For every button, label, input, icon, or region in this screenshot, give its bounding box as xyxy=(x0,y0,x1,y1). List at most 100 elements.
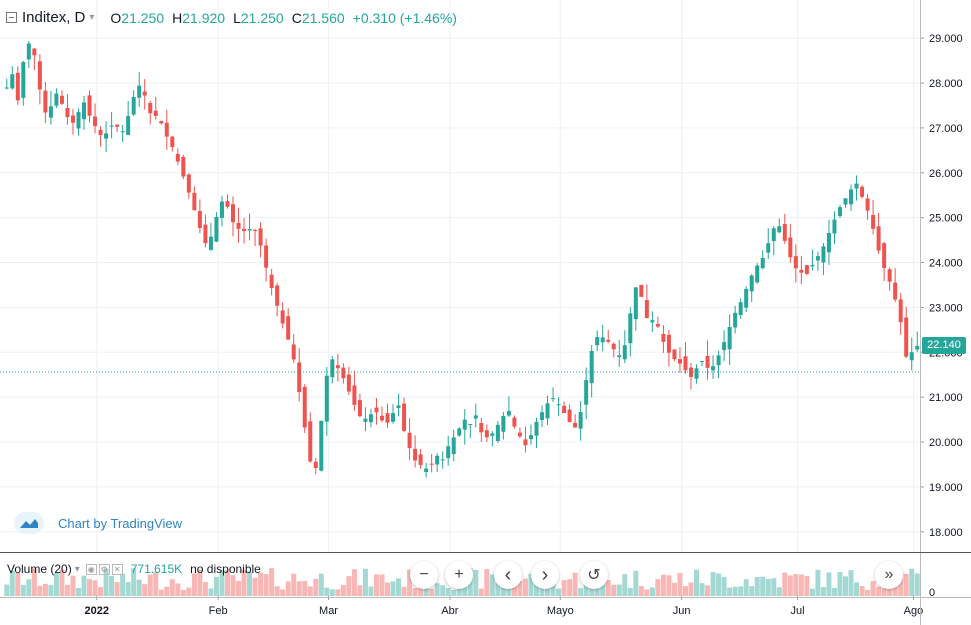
volume-bar xyxy=(478,588,484,596)
candle-body xyxy=(37,61,42,90)
volume-axis-label: 0 xyxy=(929,587,935,599)
candle-body xyxy=(749,275,754,292)
volume-bar xyxy=(390,581,396,596)
chevron-down-icon[interactable]: ▾ xyxy=(74,563,80,575)
candle-body xyxy=(661,334,666,342)
settings-icon[interactable]: ⚙ xyxy=(98,563,110,575)
candle-body xyxy=(584,380,589,405)
candle-body xyxy=(711,366,716,371)
volume-bar xyxy=(881,588,887,596)
volume-bar xyxy=(760,576,766,596)
volume-bar xyxy=(644,589,650,596)
candle-body xyxy=(528,435,533,440)
candle-body xyxy=(904,317,909,357)
close-label: C xyxy=(291,9,302,26)
volume-bar xyxy=(666,575,672,596)
candle-body xyxy=(606,339,611,342)
candle-body xyxy=(893,282,898,300)
candle-body xyxy=(131,97,136,115)
symbol-legend: Inditex, D ▾ O 21.250 H 21.920 L 21.250 C 21… xyxy=(6,9,465,26)
y-tick-label: 21.000 xyxy=(929,392,963,404)
volume-bar xyxy=(627,587,633,596)
candle-body xyxy=(413,448,418,461)
chevron-down-icon[interactable]: ▾ xyxy=(89,12,95,23)
x-tick-label: Mar xyxy=(319,605,338,617)
candle-body xyxy=(440,459,445,461)
volume-bar xyxy=(854,582,860,596)
volume-bar xyxy=(688,582,694,596)
candle-body xyxy=(357,400,362,417)
volume-bar xyxy=(142,584,148,596)
candle-body xyxy=(297,362,302,393)
candle-body xyxy=(501,415,506,432)
candle-body xyxy=(468,424,473,426)
x-tick-label: Mayo xyxy=(547,605,574,617)
zoom-in-button[interactable]: + xyxy=(445,561,473,589)
candle-body xyxy=(379,415,384,421)
candle-body xyxy=(21,62,26,98)
candle-body xyxy=(633,287,638,320)
y-tick-label: 18.000 xyxy=(929,527,963,539)
x-tick-label: Abr xyxy=(441,605,458,617)
volume-bar xyxy=(175,583,181,596)
volume-bar xyxy=(677,573,683,596)
volume-bar xyxy=(743,579,749,596)
candle-body xyxy=(280,310,285,324)
volume-bar xyxy=(765,578,771,596)
candle-body xyxy=(341,367,346,379)
candle-body xyxy=(595,337,600,346)
volume-bar xyxy=(848,570,854,596)
candle-body xyxy=(43,90,48,113)
volume-bar xyxy=(136,579,142,596)
candle-body xyxy=(451,437,456,455)
low-label: L xyxy=(233,9,241,26)
candle-body xyxy=(335,365,340,369)
collapse-legend-icon[interactable] xyxy=(6,12,17,23)
volume-bar xyxy=(716,573,722,596)
candle-body xyxy=(639,284,644,297)
volume-bar xyxy=(109,575,115,596)
reset-button[interactable]: ↺ xyxy=(580,561,608,589)
volume-bar xyxy=(280,589,286,596)
candle-body xyxy=(551,398,556,400)
candle-body xyxy=(517,432,522,437)
candle-body xyxy=(291,344,296,360)
candle-body xyxy=(15,72,20,101)
candle-body xyxy=(644,300,649,319)
volume-bar xyxy=(820,587,826,596)
candle-body xyxy=(490,433,495,436)
volume-bar xyxy=(473,569,479,596)
candle-body xyxy=(733,312,738,328)
candle-body xyxy=(650,320,655,323)
volume-bar xyxy=(804,575,810,596)
scroll-right-button[interactable]: › xyxy=(531,561,559,589)
close-icon[interactable]: ✕ xyxy=(111,563,123,575)
candle-body xyxy=(319,420,324,471)
zoom-out-button[interactable]: − xyxy=(410,561,438,589)
volume-bar xyxy=(373,574,379,596)
volume-bar xyxy=(197,569,203,596)
candle-body xyxy=(164,122,169,137)
scroll-left-button[interactable]: ‹ xyxy=(494,561,522,589)
candle-body xyxy=(457,428,462,436)
volume-bar xyxy=(42,583,48,596)
candle-body xyxy=(148,103,153,114)
volume-bar xyxy=(451,589,457,596)
volume-bar xyxy=(671,582,677,596)
candle-body xyxy=(203,224,208,244)
visibility-icon[interactable]: ◉ xyxy=(85,563,97,575)
candle-body xyxy=(258,228,263,246)
volume-bar xyxy=(616,584,622,596)
volume-bar xyxy=(191,573,197,596)
volume-bar xyxy=(98,587,104,596)
high-value: 21.920 xyxy=(182,9,226,26)
y-tick-label: 24.000 xyxy=(929,258,963,270)
volume-bar xyxy=(241,569,247,596)
tradingview-attribution[interactable]: Chart by TradingView xyxy=(14,512,182,534)
y-tick-label: 19.000 xyxy=(929,482,963,494)
symbol-name[interactable]: Inditex, D xyxy=(22,9,86,26)
scroll-to-realtime-button[interactable]: » xyxy=(875,561,903,589)
volume-bar xyxy=(456,583,462,596)
candle-body xyxy=(628,313,633,344)
